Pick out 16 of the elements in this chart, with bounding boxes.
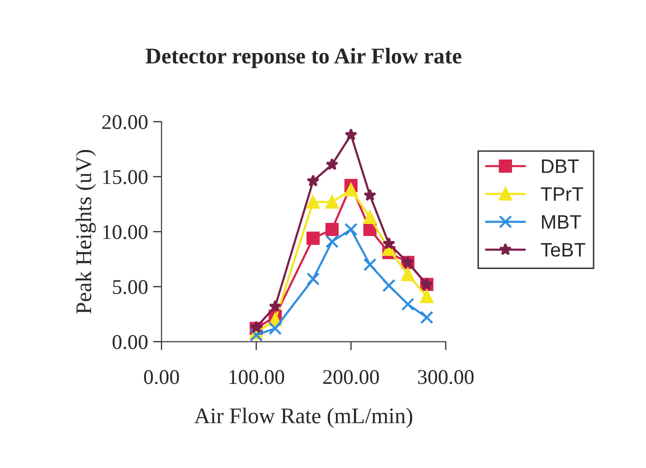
y-axis-title: Peak Heights (uV) — [76, 150, 96, 314]
legend-label: TPrT — [540, 187, 584, 201]
x-tick-label: 100.00 — [229, 370, 284, 384]
legend-label: DBT — [542, 160, 579, 173]
legend-label: MBT — [542, 215, 582, 229]
chart-title: Detector reponse to Air Flow rate — [146, 48, 462, 68]
x-tick-label: 300.00 — [418, 370, 474, 384]
y-tick-label: 15.00 — [103, 170, 148, 184]
y-tick-label: 0.00 — [112, 335, 148, 350]
y-tick-label: 20.00 — [102, 115, 148, 130]
y-tick-label: 5.00 — [113, 280, 148, 294]
x-tick-label: 0.00 — [144, 370, 179, 384]
x-tick-label: 200.00 — [323, 370, 379, 384]
x-axis-title: Air Flow Rate (mL/min) — [194, 408, 412, 428]
legend-label: TeBT — [540, 243, 586, 257]
y-tick-label: 10.00 — [103, 225, 148, 240]
